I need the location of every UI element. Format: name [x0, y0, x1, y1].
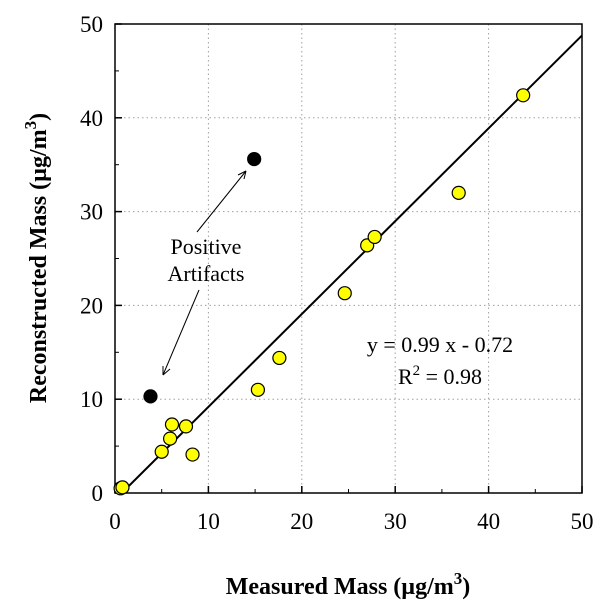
data-point: [367, 229, 382, 245]
x-tick-label: 0: [109, 509, 121, 534]
data-point: [115, 480, 130, 495]
arrow-down: [162, 289, 200, 376]
data-point: [154, 444, 169, 459]
data-point: [516, 88, 531, 103]
y-tick-label: 40: [80, 106, 103, 131]
r-squared: R2 = 0.98: [398, 363, 482, 389]
annotation-artifacts: Artifacts: [168, 261, 245, 286]
regression-line: [121, 34, 583, 494]
x-tick-label: 40: [477, 509, 500, 534]
x-tick-labels: 0 10 20 30 40 50: [109, 509, 593, 534]
y-tick-label: 30: [80, 200, 103, 225]
y-tick-label: 10: [80, 387, 103, 412]
data-point: [272, 350, 287, 366]
annotation-positive: Positive: [171, 234, 242, 259]
y-tick-label: 20: [80, 293, 103, 318]
data-point: [185, 447, 200, 462]
fit-equation: y = 0.99 x - 0.72: [367, 332, 513, 357]
artifact-point: [247, 151, 262, 167]
y-tick-labels: 0 10 20 30 40 50: [80, 12, 103, 506]
x-tick-label: 30: [384, 509, 407, 534]
y-axis-title: Reconstructed Mass (µg/m3): [21, 113, 52, 403]
data-points: [113, 88, 531, 496]
x-tick-label: 20: [290, 509, 313, 534]
y-tick-label: 50: [80, 12, 103, 37]
x-axis-title: Measured Mass (µg/m3): [226, 569, 471, 600]
arrow-up: [196, 170, 247, 233]
artifact-point: [143, 389, 158, 404]
x-tick-label: 10: [197, 509, 220, 534]
y-tick-label: 0: [92, 481, 104, 506]
data-point: [163, 431, 178, 446]
data-point: [164, 417, 180, 432]
x-tick-label: 50: [571, 509, 594, 534]
data-point: [451, 185, 466, 200]
data-point: [178, 419, 194, 434]
data-point: [250, 382, 266, 397]
data-point: [337, 286, 352, 301]
